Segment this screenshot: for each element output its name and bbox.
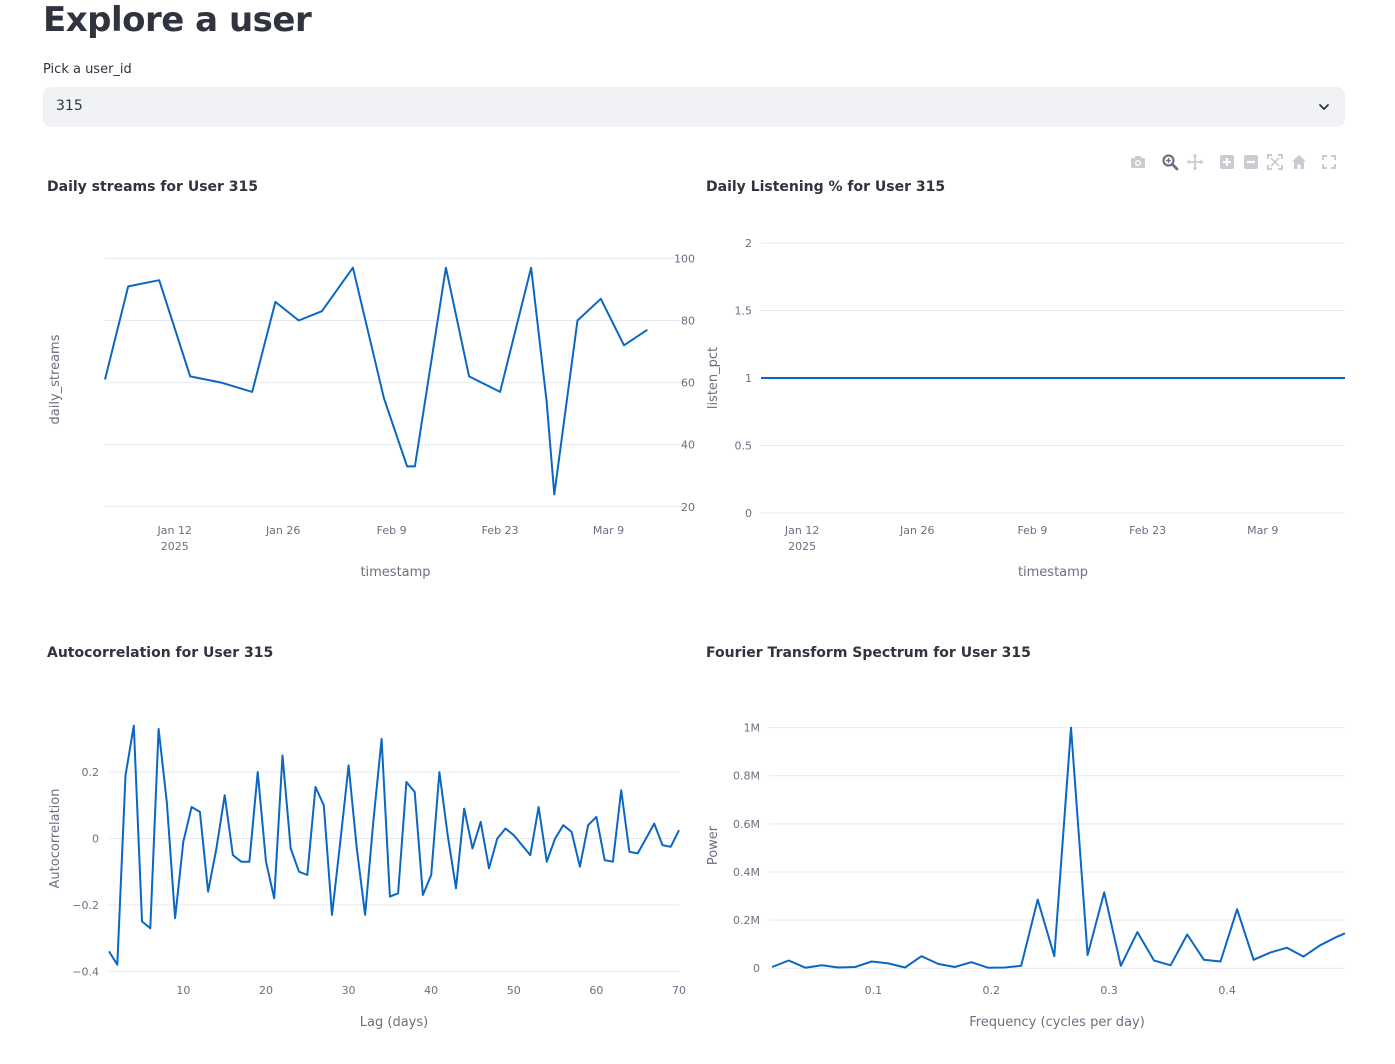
chart-title: Autocorrelation for User 315 [47,645,274,661]
x-tick-label: 60 [589,984,603,997]
x-axis-label: Lag (days) [360,1015,428,1030]
chart-modebar [1126,152,1346,174]
x-tick-label: Feb 9 [1017,524,1047,537]
user-id-select-value: 315 [56,98,83,114]
user-select-label: Pick a user_id [43,62,132,77]
zoom-icon[interactable] [1160,152,1180,172]
x-tick-label: 70 [672,984,686,997]
zoom-out-icon[interactable] [1241,152,1261,172]
zoom-in-icon[interactable] [1217,152,1237,172]
y-tick-label: 0 [753,962,760,975]
x-tick-label: Jan 26 [265,524,300,537]
y-axis-label: listen_pct [706,347,721,409]
x-tick-label: Mar 9 [1247,524,1278,537]
x-tick-label: Jan 12 [156,524,191,537]
chart-title: Daily Listening % for User 315 [706,179,946,195]
autoscale-icon[interactable] [1265,152,1285,172]
y-tick-label: 0 [92,833,99,846]
y-tick-label: 80 [681,315,695,328]
y-tick-label: 0.4M [733,866,760,879]
y-tick-label: 1.5 [735,305,753,318]
x-tick-label: Feb 23 [482,524,519,537]
y-tick-label: 0.8M [733,770,760,783]
x-tick-label: 10 [176,984,190,997]
x-axis-label: timestamp [1018,565,1088,580]
series-line[interactable] [108,724,680,966]
y-tick-label: 100 [674,252,695,265]
y-tick-label: 20 [681,501,695,514]
x-tick-label: Jan 12 [784,524,819,537]
y-axis-label: daily_streams [48,334,63,424]
x-tick-label: 0.1 [865,984,883,997]
x-tick-label: 0.3 [1100,984,1118,997]
chevron-down-icon [1319,104,1329,110]
y-tick-label: −0.4 [72,965,99,978]
y-tick-label: 0.2 [82,766,100,779]
x-tick-sublabel: 2025 [788,540,816,553]
x-tick-label: 0.2 [983,984,1001,997]
x-axis-label: Frequency (cycles per day) [969,1015,1145,1030]
y-tick-label: 60 [681,377,695,390]
x-tick-label: 50 [507,984,521,997]
user-id-select[interactable]: 315 [43,87,1345,127]
x-tick-label: Feb 23 [1129,524,1166,537]
y-tick-label: 2 [745,237,752,250]
x-tick-label: 40 [424,984,438,997]
page-title: Explore a user [43,0,312,40]
y-tick-label: 0.2M [733,914,760,927]
chart-title: Daily streams for User 315 [47,179,259,195]
x-tick-label: 0.4 [1218,984,1236,997]
y-tick-label: 40 [681,439,695,452]
x-tick-label: Feb 9 [377,524,407,537]
x-tick-sublabel: 2025 [161,540,189,553]
x-axis-label: timestamp [360,565,430,580]
y-tick-label: 1M [744,722,761,735]
y-tick-label: 0.6M [733,818,760,831]
y-tick-label: −0.2 [72,899,99,912]
y-axis-label: Power [706,825,721,865]
chart-title: Fourier Transform Spectrum for User 315 [706,645,1031,661]
y-axis-label: Autocorrelation [48,789,63,889]
x-tick-label: Jan 26 [899,524,934,537]
series-line[interactable] [104,266,648,496]
pan-icon[interactable] [1185,152,1205,172]
fullscreen-icon[interactable] [1319,152,1339,172]
y-tick-label: 0 [745,507,752,520]
x-tick-label: 30 [342,984,356,997]
reset-axes-icon[interactable] [1289,152,1309,172]
y-tick-label: 0.5 [735,440,753,453]
x-tick-label: 20 [259,984,273,997]
x-tick-label: Mar 9 [593,524,624,537]
camera-icon[interactable] [1128,152,1148,172]
y-tick-label: 1 [745,372,752,385]
series-line[interactable] [771,726,1346,969]
